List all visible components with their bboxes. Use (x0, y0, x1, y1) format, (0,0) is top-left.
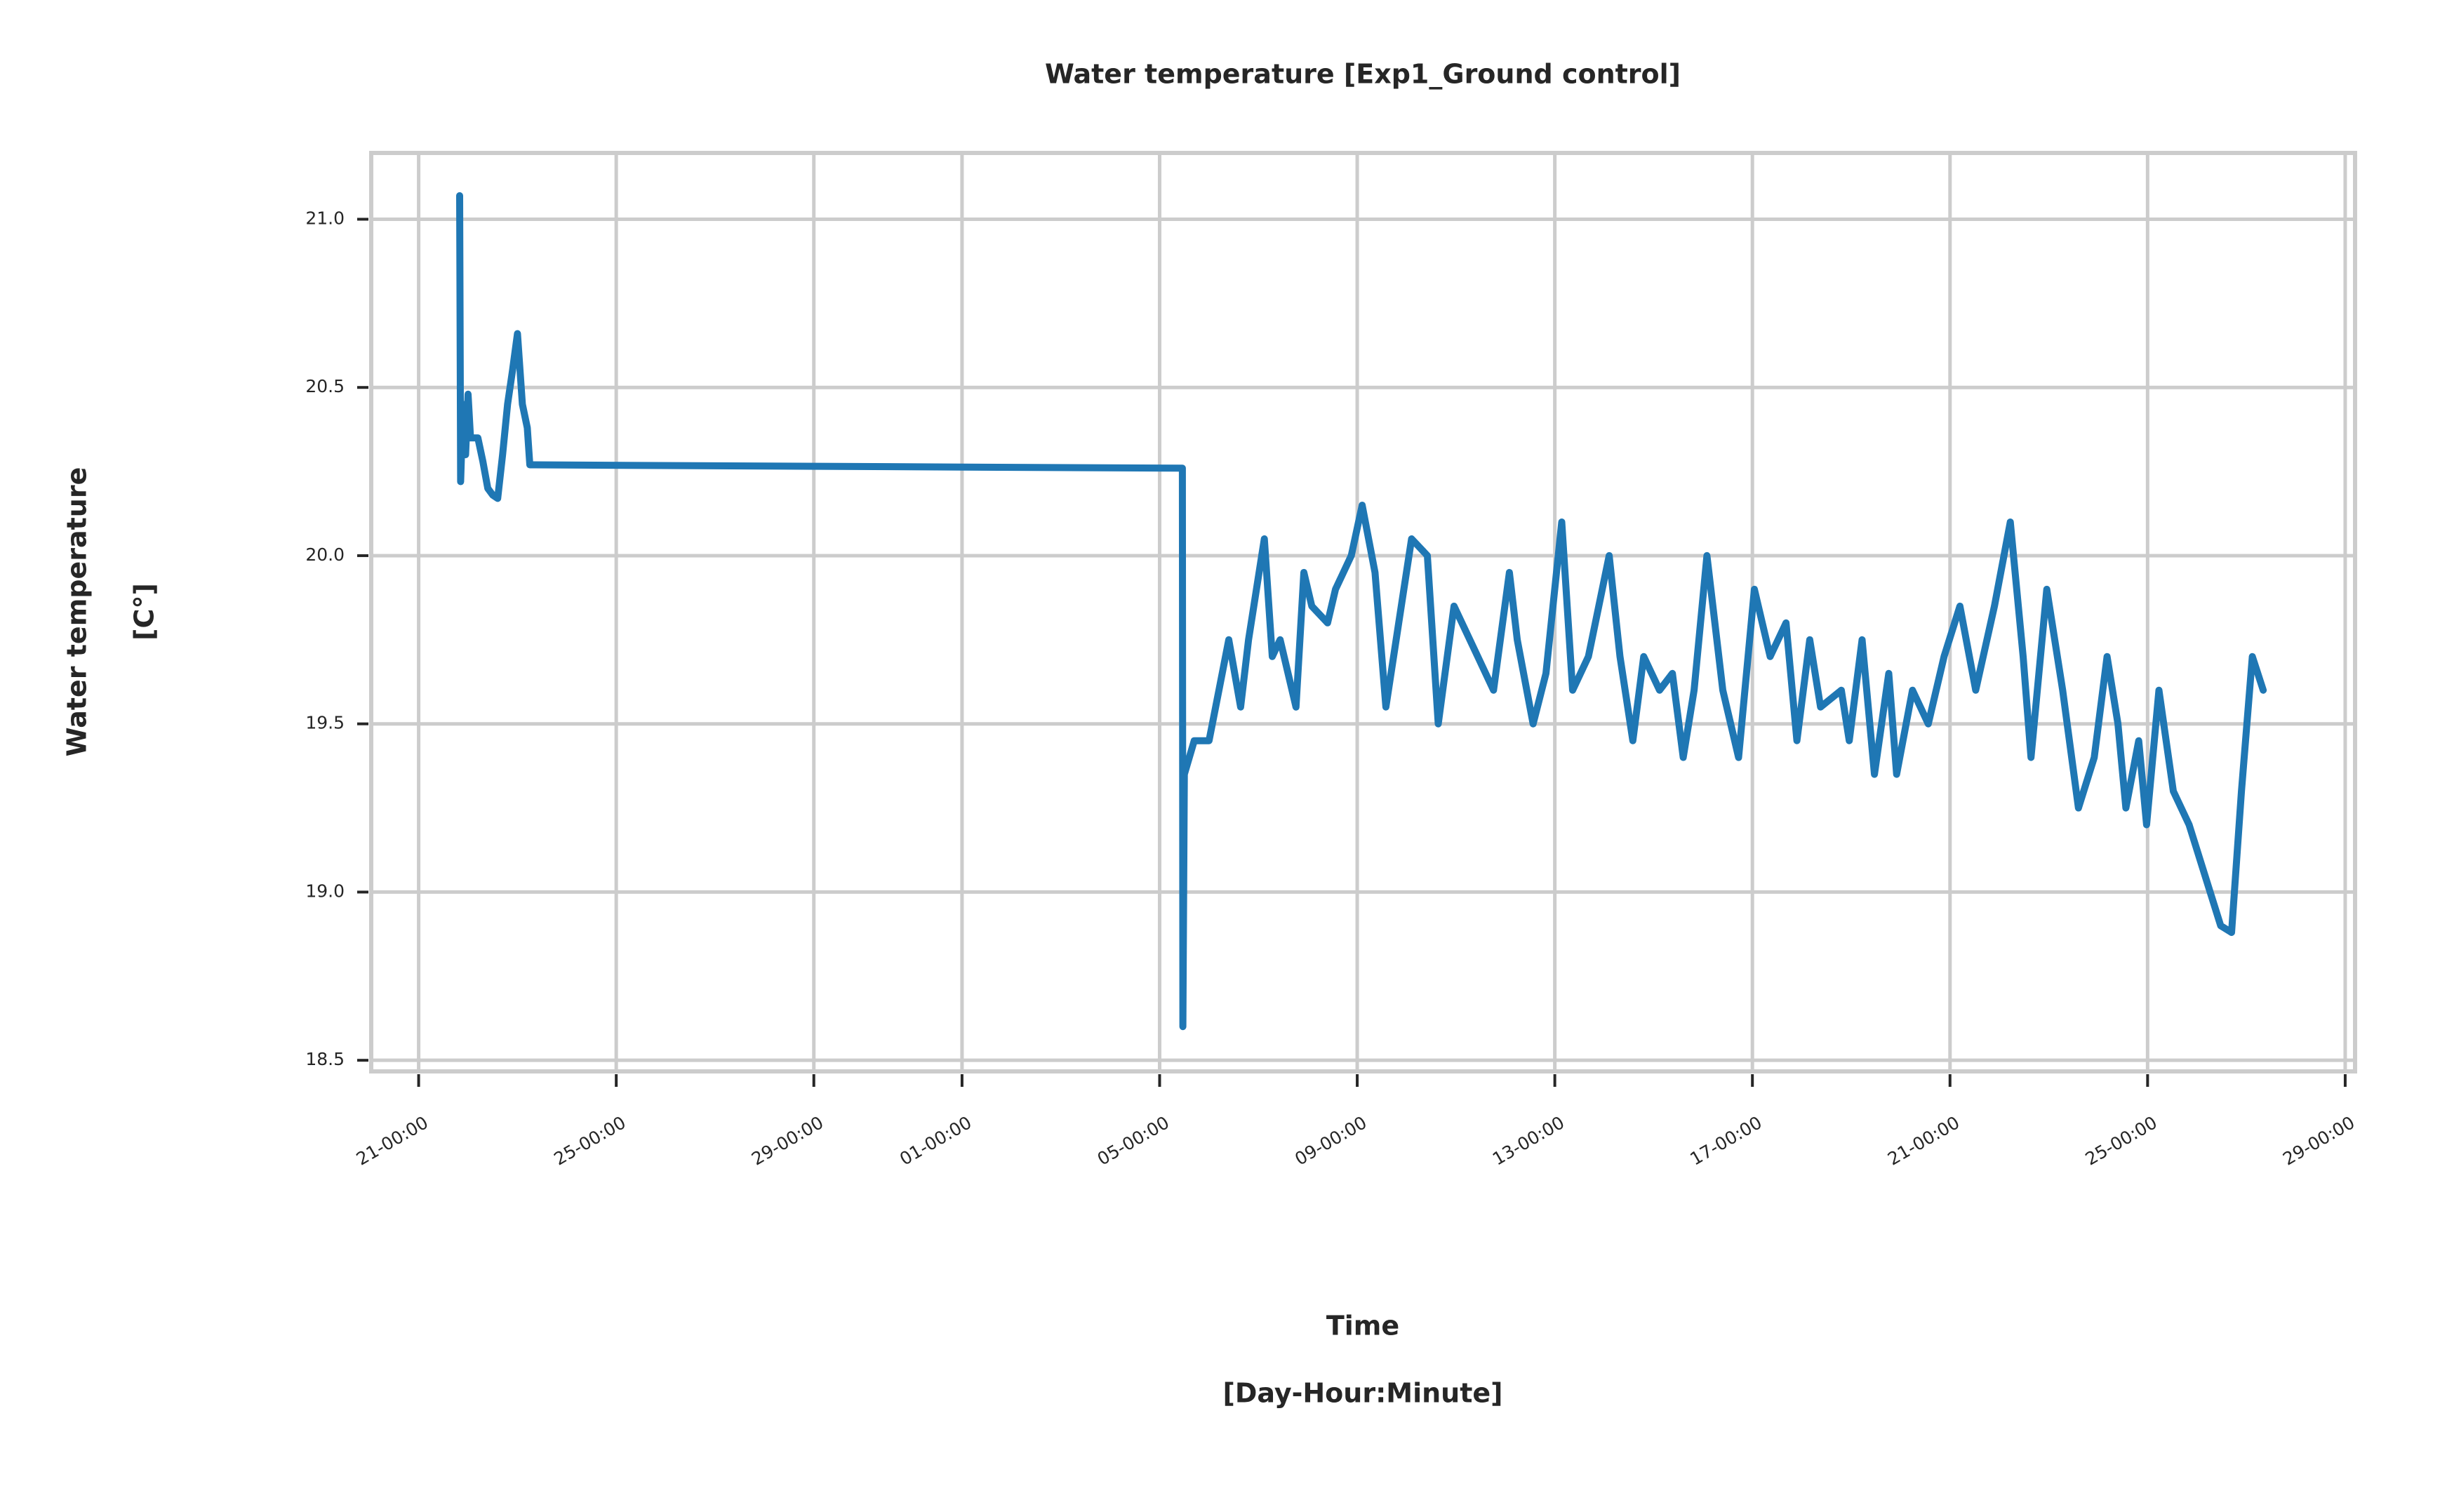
y-tick-label: 20.5 (305, 376, 345, 396)
y-tick-label: 20.0 (305, 544, 345, 565)
y-tick-label: 19.5 (305, 713, 345, 733)
x-tick-label: 13-00:00 (1489, 1112, 1568, 1170)
y-tick-label: 19.0 (305, 881, 345, 901)
x-axis-label: Time (1326, 1311, 1399, 1342)
y-axis-label: [C°] (129, 583, 160, 641)
x-tick-label: 25-00:00 (550, 1112, 629, 1170)
x-tick-label: 09-00:00 (1291, 1112, 1370, 1170)
y-axis-label: Water temperature (62, 467, 93, 757)
x-tick-label: 25-00:00 (2082, 1112, 2161, 1170)
x-tick-label: 17-00:00 (1686, 1112, 1765, 1170)
y-tick-label: 18.5 (305, 1049, 345, 1069)
data-line (456, 192, 2267, 1031)
x-axis-label: [Day-Hour:Minute] (1222, 1378, 1502, 1409)
x-tick-label: 21-00:00 (1884, 1112, 1963, 1170)
chart-title: Water temperature [Exp1_Ground control] (1045, 59, 1681, 90)
x-tick-label: 21-00:00 (353, 1112, 432, 1170)
x-tick-label: 29-00:00 (2279, 1112, 2358, 1170)
x-tick-label: 05-00:00 (1094, 1112, 1173, 1170)
x-tick-label: 29-00:00 (748, 1112, 827, 1170)
y-tick-label: 21.0 (305, 208, 345, 228)
plot-frame (369, 151, 2357, 1073)
x-tick-label: 01-00:00 (896, 1112, 975, 1170)
